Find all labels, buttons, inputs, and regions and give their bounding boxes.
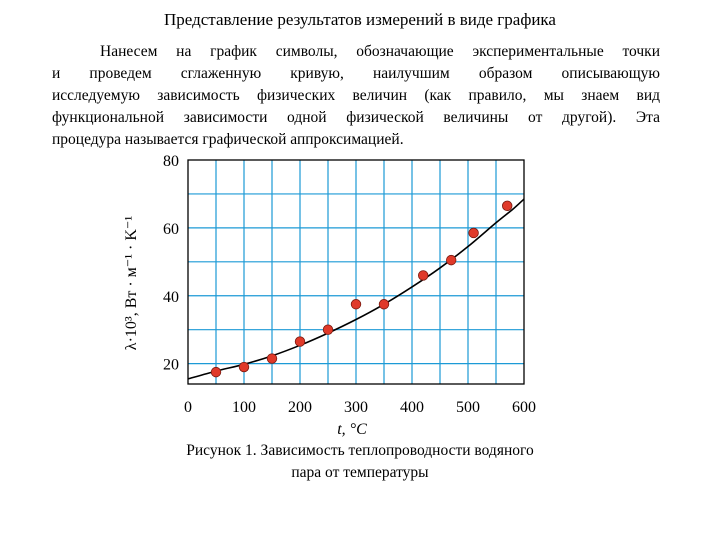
x-tick-label: 0 xyxy=(184,399,192,416)
x-tick-label: 100 xyxy=(232,399,256,416)
body-paragraph: Нанесем на график символы, обозначающие … xyxy=(52,41,660,151)
y-tick-label: 20 xyxy=(163,357,179,374)
paragraph-line: исследуемую зависимость физических велич… xyxy=(52,87,660,104)
y-tick-label: 60 xyxy=(163,221,179,238)
data-point xyxy=(266,353,278,364)
x-tick-label: 500 xyxy=(456,399,480,416)
x-tick-label: 400 xyxy=(400,399,424,416)
caption-line: Рисунок 1. Зависимость теплопроводности … xyxy=(186,442,534,459)
data-point xyxy=(418,270,429,281)
page-title: Представление результатов измерений в ви… xyxy=(164,10,556,29)
data-point xyxy=(502,200,513,212)
y-tick-label: 40 xyxy=(163,289,179,306)
x-tick-label: 200 xyxy=(288,399,312,416)
data-point xyxy=(294,336,306,347)
data-point xyxy=(322,324,334,335)
paragraph-line: и проведем сглаженную кривую, наилучшим … xyxy=(52,65,660,82)
data-point xyxy=(350,299,362,310)
data-point xyxy=(238,361,250,373)
data-point xyxy=(210,366,222,378)
x-tick-label: 300 xyxy=(344,399,368,416)
plot-frame xyxy=(187,159,525,385)
figure-caption: Рисунок 1. Зависимость теплопроводности … xyxy=(100,440,620,484)
y-axis-label: λ·10³, Вт · м⁻¹ · K⁻¹ xyxy=(123,216,140,351)
paragraph-line: функциональной зависимости одной физичес… xyxy=(52,109,660,126)
data-point xyxy=(446,254,457,266)
paragraph-line: процедура называется графической аппрокс… xyxy=(52,131,404,148)
x-tick-label: 600 xyxy=(512,399,536,416)
caption-line: пара от температуры xyxy=(291,464,429,481)
paragraph-line: Нанесем на график символы, обозначающие … xyxy=(100,43,660,60)
data-point xyxy=(378,299,390,310)
y-tick-label: 80 xyxy=(163,153,179,170)
data-point xyxy=(468,227,479,239)
x-axis-label: t, °C xyxy=(337,421,367,438)
